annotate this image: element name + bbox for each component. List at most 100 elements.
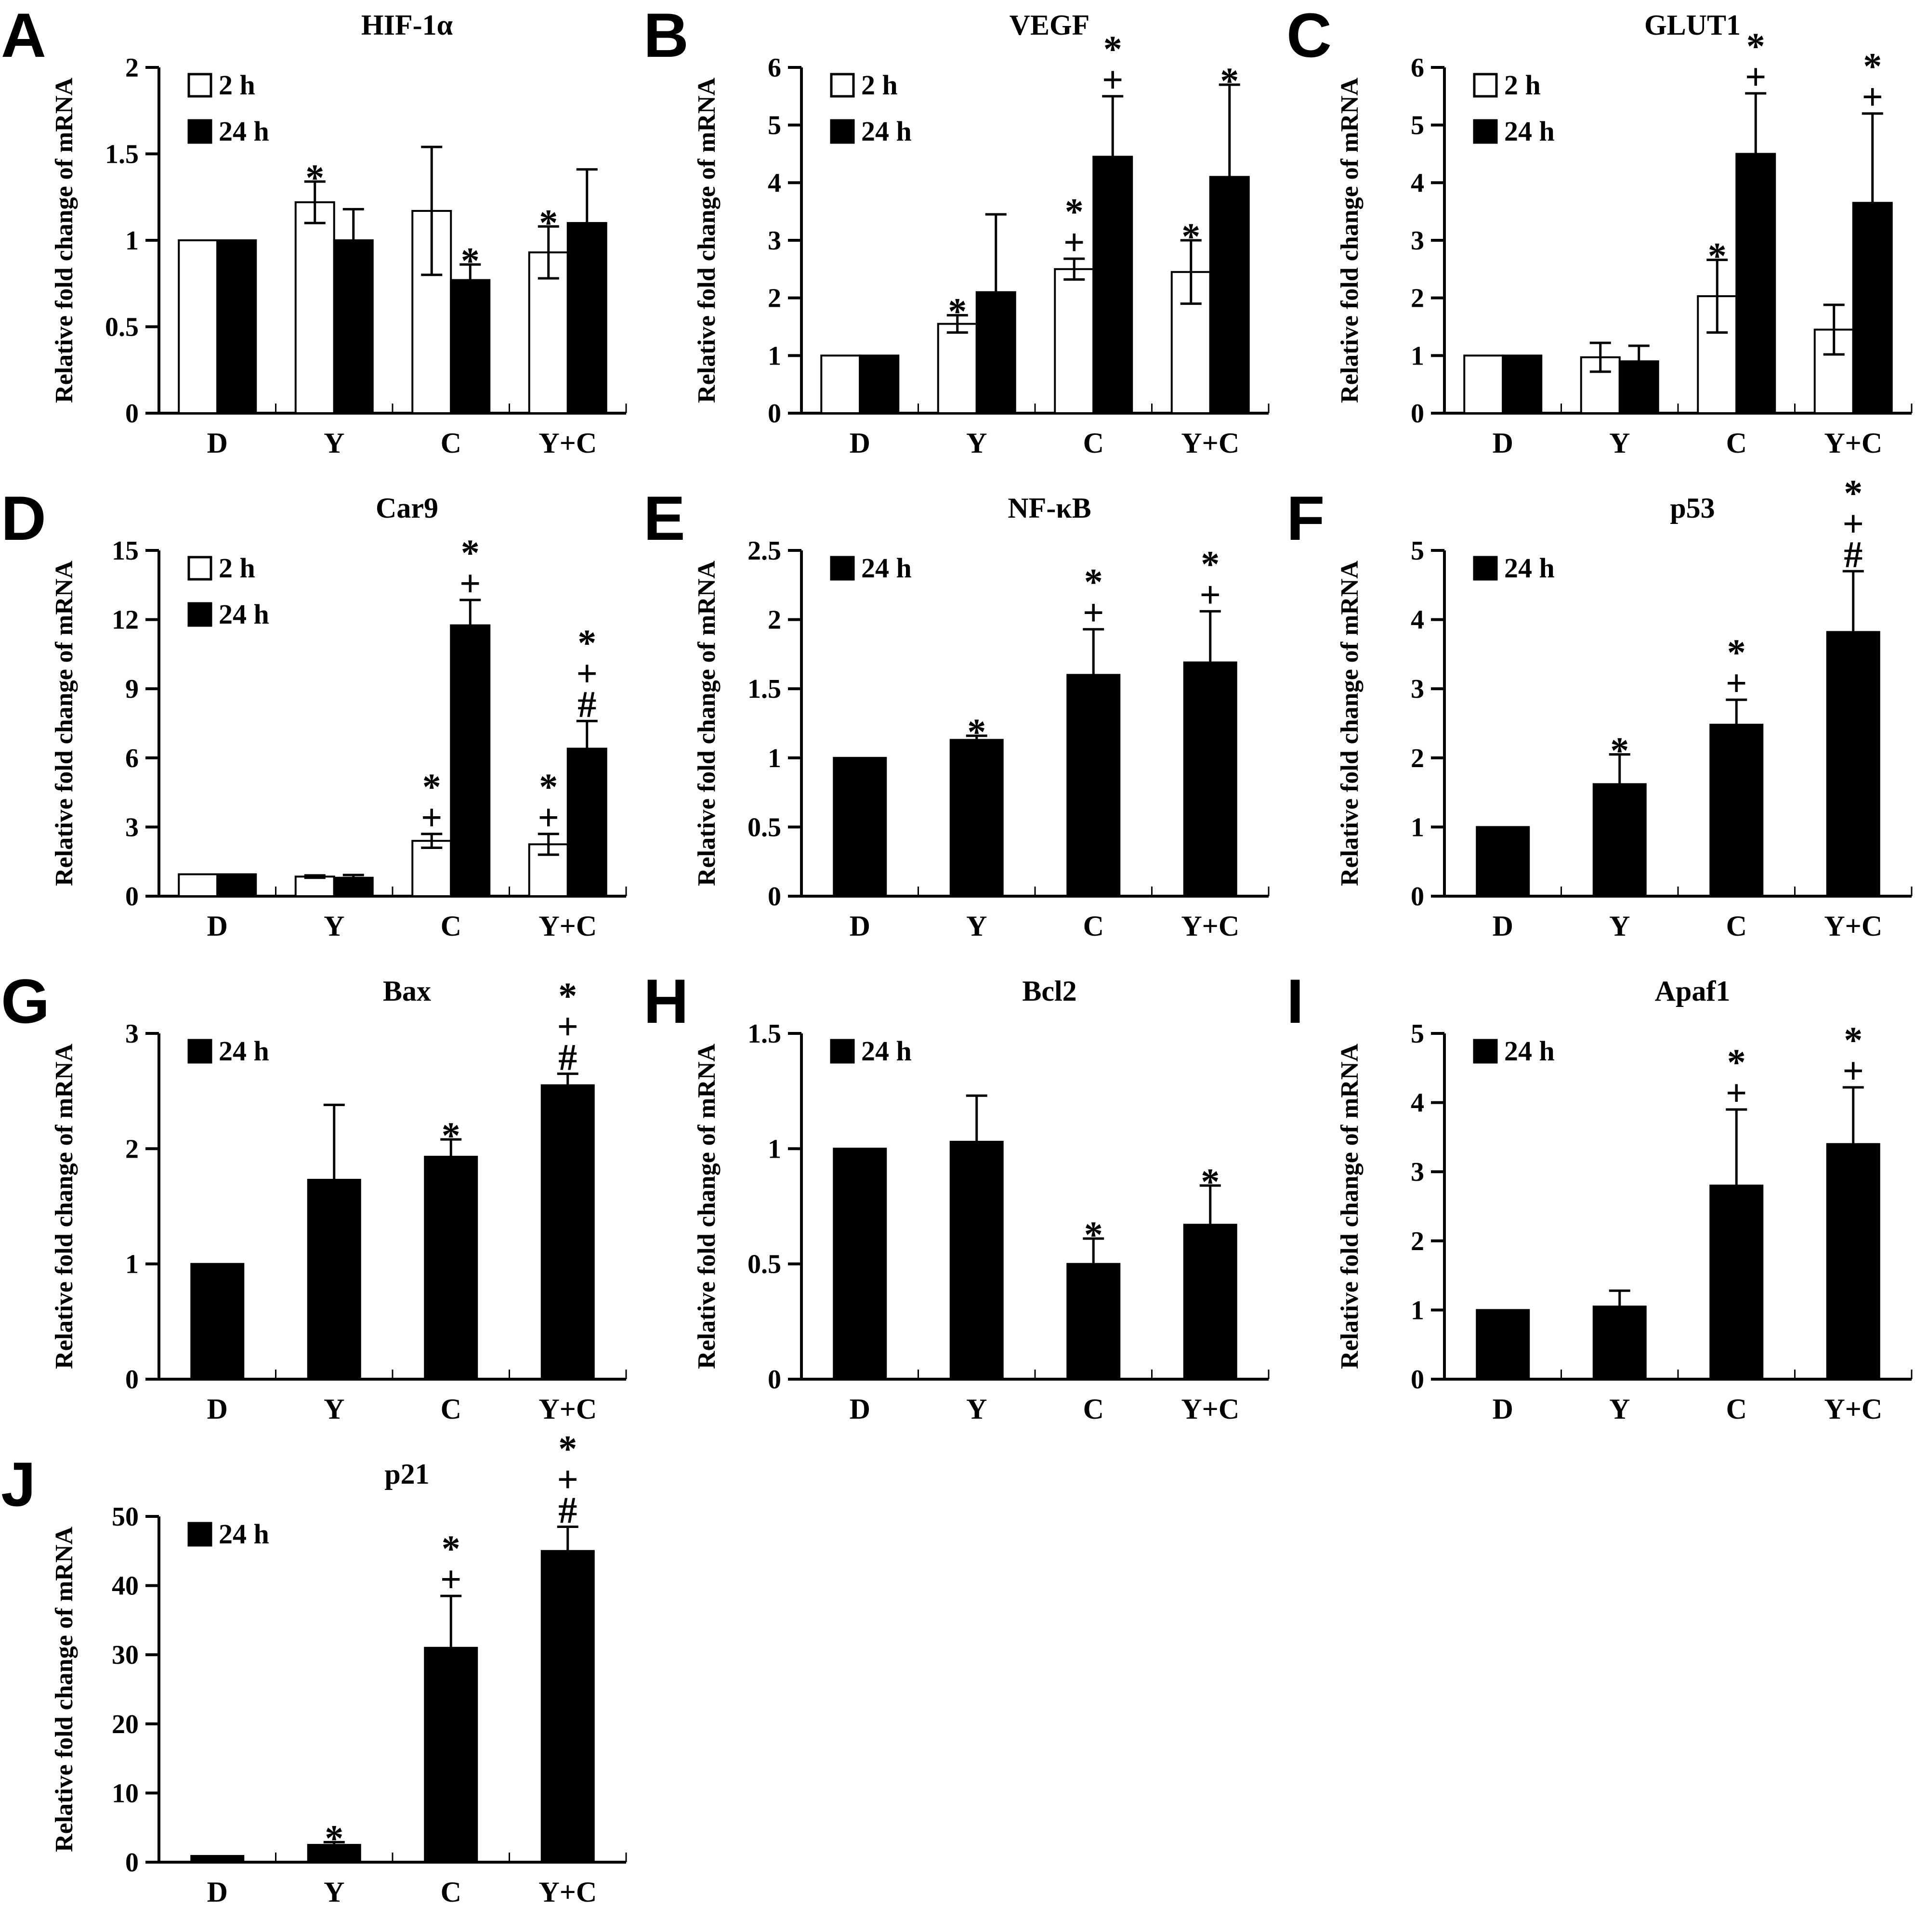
bar-D-2h-D bbox=[178, 873, 219, 898]
significance-asterisk: * bbox=[1727, 1041, 1746, 1083]
chart-title-D: Car9 bbox=[376, 492, 438, 524]
bar-J-24h-C bbox=[424, 1646, 478, 1863]
legend-swatch-24h bbox=[1473, 1039, 1498, 1064]
panel-letter-C: C bbox=[1286, 0, 1332, 70]
chart-title-H: Bcl2 bbox=[1022, 975, 1076, 1007]
legend-swatch-24h bbox=[830, 119, 855, 144]
significance-hash: # bbox=[558, 1489, 577, 1531]
significance-asterisk: * bbox=[325, 1817, 343, 1859]
legend-label-24h: 24 h bbox=[861, 116, 912, 147]
y-tick-label: 6 bbox=[1411, 53, 1424, 83]
significance-asterisk: * bbox=[558, 1428, 577, 1470]
legend-swatch-24h bbox=[187, 1039, 212, 1064]
x-category-label-Y+C: Y+C bbox=[1824, 1393, 1882, 1425]
significance-hash: # bbox=[577, 683, 596, 725]
x-category-label-Y: Y bbox=[1609, 1393, 1630, 1425]
y-axis-label: Relative fold change of mRNA bbox=[51, 561, 78, 886]
significance-asterisk: * bbox=[558, 975, 577, 1017]
y-tick-label: 1 bbox=[1411, 341, 1424, 371]
y-tick-label: 4 bbox=[1411, 168, 1424, 198]
significance-plus: + bbox=[459, 562, 481, 604]
x-category-label-C: C bbox=[1083, 427, 1104, 459]
legend-label-24h: 24 h bbox=[1504, 552, 1555, 584]
significance-asterisk: * bbox=[1181, 215, 1200, 257]
y-tick-label: 1 bbox=[125, 1250, 139, 1279]
bar-A-2h-Y bbox=[294, 201, 335, 414]
bar-J-24h-Y+C bbox=[540, 1550, 595, 1864]
panel-C: C GLUT1 Relative fold change of mRNA 0 1 2 3 4 5… bbox=[1285, 0, 1928, 483]
chart-title-A: HIF-1α bbox=[361, 9, 453, 41]
x-category-label-Y: Y bbox=[324, 1876, 344, 1908]
y-tick-label: 3 bbox=[125, 1019, 139, 1049]
y-tick-label: 1 bbox=[1411, 812, 1424, 842]
x-category-label-C: C bbox=[1083, 1393, 1104, 1425]
y-axis-label: Relative fold change of mRNA bbox=[693, 1044, 721, 1369]
panel-A-chart: A HIF-1α Relative fold change of mRNA 0 0.5 1… bbox=[1, 0, 627, 459]
panel-letter-J: J bbox=[1, 1449, 36, 1519]
bar-G-24h-D bbox=[190, 1263, 245, 1381]
x-category-label-D: D bbox=[1493, 427, 1513, 459]
bar-B-24h-Y bbox=[975, 291, 1016, 415]
significance-plus: + bbox=[440, 1558, 461, 1600]
x-category-label-Y+C: Y+C bbox=[1181, 427, 1239, 459]
y-axis-label: Relative fold change of mRNA bbox=[1336, 78, 1364, 403]
significance-asterisk: * bbox=[1863, 45, 1882, 87]
legend-swatch-2h bbox=[187, 556, 212, 581]
y-tick-label: 12 bbox=[112, 605, 139, 635]
x-category-label-D: D bbox=[850, 910, 870, 942]
y-tick-label: 1.5 bbox=[105, 140, 139, 170]
significance-plus: + bbox=[1726, 1072, 1747, 1114]
significance-plus: + bbox=[557, 1459, 578, 1501]
significance-asterisk: * bbox=[1084, 561, 1103, 603]
significance-asterisk: * bbox=[1844, 1019, 1862, 1061]
bar-G-24h-Y bbox=[307, 1178, 361, 1380]
chart-title-G: Bax bbox=[383, 975, 431, 1007]
significance-asterisk: * bbox=[539, 766, 558, 808]
legend-label-24h: 24 h bbox=[1504, 1035, 1555, 1067]
x-category-label-Y+C: Y+C bbox=[1824, 910, 1882, 942]
panel-H-chart: H Bcl2 Relative fold change of mRNA 0 0.5 1 1.… bbox=[643, 966, 1270, 1425]
y-tick-label: 5 bbox=[1411, 536, 1424, 566]
legend-label-2h: 2 h bbox=[861, 69, 898, 101]
y-tick-label: 15 bbox=[112, 536, 139, 566]
legend-label-24h: 24 h bbox=[219, 1518, 269, 1550]
legend-label-2h: 2 h bbox=[219, 552, 255, 584]
panel-A: A HIF-1α Relative fold change of mRNA 0 0.5 1… bbox=[0, 0, 643, 483]
panel-letter-I: I bbox=[1286, 966, 1304, 1036]
y-tick-label: 40 bbox=[112, 1571, 139, 1601]
bar-B-24h-Y+C bbox=[1209, 176, 1250, 414]
significance-asterisk: * bbox=[305, 157, 324, 198]
bar-D-24h-C bbox=[450, 624, 491, 898]
y-tick-label: 1.5 bbox=[748, 674, 781, 704]
significance-asterisk: * bbox=[577, 622, 596, 664]
significance-plus: + bbox=[557, 1005, 578, 1047]
legend-swatch-24h bbox=[187, 1522, 212, 1547]
legend-swatch-24h bbox=[830, 1039, 855, 1064]
significance-asterisk: * bbox=[1084, 1214, 1103, 1255]
x-category-label-C: C bbox=[1726, 910, 1747, 942]
panel-B-chart: B VEGF Relative fold change of mRNA 0 1 2 3 4 5 6… bbox=[643, 0, 1270, 459]
y-tick-label: 1 bbox=[1411, 1295, 1424, 1325]
y-tick-label: 0 bbox=[125, 1848, 139, 1878]
panel-G: G Bax Relative fold change of mRNA 0 1 2 3 D Y C Y… bbox=[0, 966, 643, 1449]
y-tick-label: 9 bbox=[125, 674, 139, 704]
y-tick-label: 1 bbox=[768, 1134, 781, 1164]
legend-label-2h: 2 h bbox=[219, 69, 255, 101]
panel-H: H Bcl2 Relative fold change of mRNA 0 0.5 1 1.… bbox=[643, 966, 1285, 1449]
x-category-label-C: C bbox=[441, 910, 461, 942]
bar-A-24h-C bbox=[450, 279, 491, 414]
panel-letter-F: F bbox=[1286, 483, 1325, 553]
panel-letter-A: A bbox=[1, 0, 46, 70]
x-category-label-D: D bbox=[1493, 1393, 1513, 1425]
bar-B-2h-Y bbox=[937, 323, 978, 414]
y-tick-label: 2 bbox=[1411, 1227, 1424, 1256]
significance-asterisk: * bbox=[1844, 472, 1862, 514]
x-category-label-D: D bbox=[207, 1393, 228, 1425]
y-tick-label: 4 bbox=[1411, 1088, 1424, 1118]
chart-title-E: NF-κB bbox=[1008, 492, 1091, 524]
significance-plus: + bbox=[421, 796, 442, 838]
y-axis-label: Relative fold change of mRNA bbox=[51, 1044, 78, 1369]
panel-D-chart: D Car9 Relative fold change of mRNA 0 3 6 9 12 1… bbox=[1, 483, 627, 942]
y-tick-label: 0 bbox=[125, 1365, 139, 1395]
